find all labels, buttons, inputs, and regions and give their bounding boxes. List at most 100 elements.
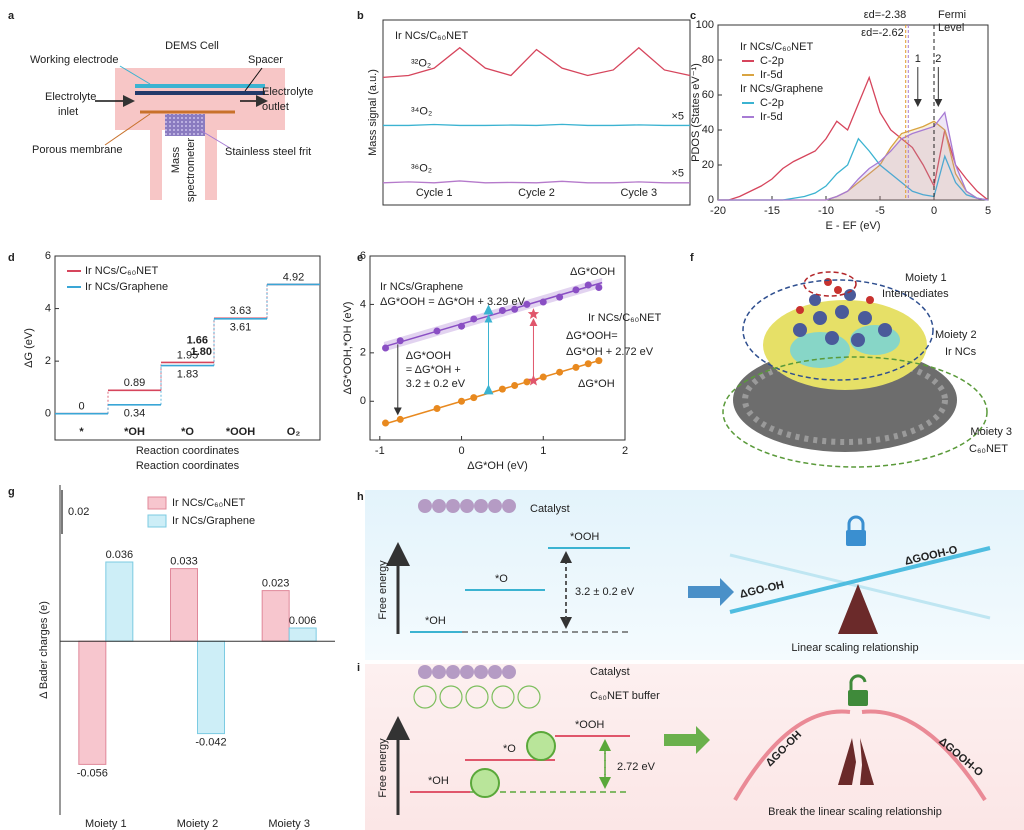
x-tick-label: 2 xyxy=(622,445,628,457)
label: Mass xyxy=(170,146,182,173)
x-axis-title: ΔG*OH (eV) xyxy=(467,460,528,472)
y-tick-label: 4 xyxy=(360,298,366,310)
y-axis-title: PDOS (States eV⁻¹) xyxy=(690,63,702,162)
panel-letter: c xyxy=(690,10,696,22)
point xyxy=(584,281,592,289)
x-tick-label: -15 xyxy=(764,205,780,217)
x-axis-title: Reaction coordinates xyxy=(136,445,240,457)
point xyxy=(396,337,404,345)
point xyxy=(595,283,603,291)
panel-h-background xyxy=(365,490,1024,660)
area xyxy=(718,121,988,200)
x-tick-label: *OOH xyxy=(226,426,255,438)
x-tick-label: O₂ xyxy=(287,426,301,438)
point xyxy=(498,306,506,314)
y-axis-title: Mass signal (a.u.) xyxy=(367,69,379,156)
plot-frame xyxy=(382,19,691,206)
broken-arch xyxy=(733,709,851,802)
label: C₆₀NET buffer xyxy=(590,690,660,702)
series-line xyxy=(718,75,989,201)
legend-swatch xyxy=(147,496,167,510)
series-line xyxy=(718,110,989,201)
marker-label: 2 xyxy=(935,53,941,65)
fit-line xyxy=(383,281,603,348)
highlight-point xyxy=(527,374,540,386)
broken-fulcrum xyxy=(838,738,874,785)
bar xyxy=(170,568,198,642)
point xyxy=(511,305,519,313)
highlight-point xyxy=(527,308,540,319)
series-line xyxy=(382,180,690,184)
series-label: ³⁴O₂ xyxy=(411,105,432,117)
value-label: 0.036 xyxy=(106,549,134,561)
point xyxy=(595,357,603,365)
label: Intermediates xyxy=(882,288,949,300)
highlight-point xyxy=(483,304,494,315)
marker-label: 1 xyxy=(915,53,921,65)
label: Free energy xyxy=(377,738,389,798)
bar xyxy=(288,627,317,642)
x-axis-title: Reaction coordinates xyxy=(136,460,240,472)
x-tick-label: *O xyxy=(181,426,194,438)
pointer xyxy=(119,65,151,85)
value-label: 1.95 xyxy=(177,349,198,361)
annotation: = ΔG*OH + xyxy=(406,364,461,376)
label: 2.72 eV xyxy=(617,761,656,773)
series-line xyxy=(382,46,691,78)
lock xyxy=(846,530,866,546)
highlight-label: Ir NCs/Graphene xyxy=(380,281,463,293)
y-tick-label: 6 xyxy=(45,250,51,262)
broken-arch xyxy=(861,709,987,802)
value-label: 3.61 xyxy=(230,322,251,334)
c60-buffer xyxy=(413,685,541,709)
label: *OOH xyxy=(575,719,604,731)
y-tick-label: 60 xyxy=(702,89,714,101)
y-tick-label: 20 xyxy=(702,159,714,171)
point xyxy=(556,368,564,376)
reference-label: εd=-2.38 xyxy=(864,9,907,21)
point xyxy=(458,322,466,330)
legend-label: Ir-5d xyxy=(760,111,783,123)
highlight-point xyxy=(483,384,494,395)
moiety-1-outline xyxy=(803,271,857,297)
label: Catalyst xyxy=(590,666,630,678)
point xyxy=(556,293,564,301)
point xyxy=(470,394,478,402)
value-label: 1.83 xyxy=(177,369,198,381)
panel-h-art xyxy=(386,499,991,634)
label: *O xyxy=(503,743,516,755)
area xyxy=(718,112,988,200)
panel-letter: i xyxy=(357,662,360,674)
seesaw xyxy=(729,546,991,614)
x-tick-label: Cycle 1 xyxy=(416,187,453,199)
point xyxy=(433,405,441,413)
point xyxy=(584,360,592,368)
fermi-label: Fermi xyxy=(938,9,966,21)
series-label: ³⁶O₂ xyxy=(411,163,432,175)
y-tick-label: 4 xyxy=(45,302,51,314)
step-label: 1.80 xyxy=(191,346,212,358)
cell-title: DEMS Cell xyxy=(165,40,219,52)
highlight-label: ΔG*OOH= xyxy=(566,330,618,342)
x-tick-label: 0 xyxy=(931,205,937,217)
label: Stainless steel frit xyxy=(225,146,311,158)
label: Break the linear scaling relationship xyxy=(768,806,942,818)
point xyxy=(523,300,531,308)
x-tick-label: * xyxy=(79,426,84,438)
series-label: ΔG*OOH xyxy=(570,266,615,278)
label: Spacer xyxy=(248,54,283,66)
x-axis-title: E - EF (eV) xyxy=(825,220,880,232)
x-tick-label: -20 xyxy=(710,205,726,217)
step-label: 1.66 xyxy=(187,334,208,346)
panel-letter: f xyxy=(690,252,694,264)
label: C₆₀NET xyxy=(969,443,1008,455)
tube xyxy=(150,130,162,200)
scale-note: ×5 xyxy=(671,168,684,180)
x-tick-label: *OH xyxy=(124,426,145,438)
panel-letter: h xyxy=(357,491,364,503)
scale-note: ×5 xyxy=(671,110,684,122)
x-tick-label: 0 xyxy=(458,445,464,457)
x-tick-label: 1 xyxy=(540,445,546,457)
series-label: ³²O₂ xyxy=(411,57,431,69)
panel-letter: b xyxy=(357,10,364,22)
